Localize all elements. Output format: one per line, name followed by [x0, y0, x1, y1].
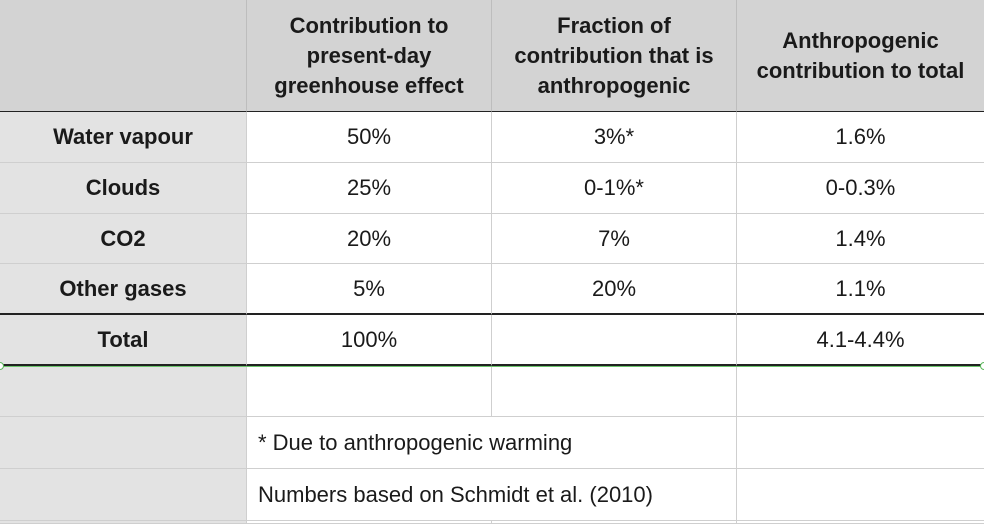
contribution-cell[interactable]: 25%	[247, 163, 492, 214]
empty-cell[interactable]	[247, 366, 492, 417]
table-row: Other gases 5% 20% 1.1%	[0, 264, 984, 315]
total-fraction-cell[interactable]	[492, 315, 737, 366]
total-anthro-cell[interactable]: 4.1-4.4%	[737, 315, 984, 366]
anthro-cell[interactable]: 0-0.3%	[737, 163, 984, 214]
row-label-cell[interactable]: Other gases	[0, 264, 247, 315]
footnote-text[interactable]: * Due to anthropogenic warming	[247, 417, 737, 469]
header-cell-corner[interactable]	[0, 0, 247, 112]
empty-cell[interactable]	[0, 366, 247, 417]
table-row: Clouds 25% 0-1%* 0-0.3%	[0, 163, 984, 214]
contribution-cell[interactable]: 50%	[247, 112, 492, 163]
source-row: Numbers based on Schmidt et al. (2010)	[0, 469, 984, 521]
empty-cell[interactable]	[737, 417, 984, 469]
selection-handle-right[interactable]	[980, 362, 984, 370]
footnote-row: * Due to anthropogenic warming	[0, 417, 984, 469]
table-row: CO2 20% 7% 1.4%	[0, 214, 984, 264]
empty-cell[interactable]	[492, 366, 737, 417]
row-label-cell[interactable]: CO2	[0, 214, 247, 264]
empty-cell[interactable]	[0, 417, 247, 469]
header-row: Contribution to present-day greenhouse e…	[0, 0, 984, 112]
contribution-cell[interactable]: 5%	[247, 264, 492, 315]
contribution-cell[interactable]: 20%	[247, 214, 492, 264]
row-label-cell[interactable]: Clouds	[0, 163, 247, 214]
total-label-cell[interactable]: Total	[0, 315, 247, 366]
anthro-cell[interactable]: 1.6%	[737, 112, 984, 163]
header-cell-contribution[interactable]: Contribution to present-day greenhouse e…	[247, 0, 492, 112]
source-text[interactable]: Numbers based on Schmidt et al. (2010)	[247, 469, 737, 521]
table-row: Water vapour 50% 3%* 1.6%	[0, 112, 984, 163]
empty-cell[interactable]	[737, 366, 984, 417]
fraction-cell[interactable]: 20%	[492, 264, 737, 315]
fraction-cell[interactable]: 7%	[492, 214, 737, 264]
total-row: Total 100% 4.1-4.4%	[0, 315, 984, 366]
anthro-cell[interactable]: 1.1%	[737, 264, 984, 315]
empty-cell[interactable]	[0, 469, 247, 521]
selection-guide-line	[0, 366, 984, 367]
row-label-cell[interactable]: Water vapour	[0, 112, 247, 163]
header-cell-anthropogenic[interactable]: Anthropogenic contribution to total	[737, 0, 984, 112]
header-cell-fraction[interactable]: Fraction of contribution that is anthrop…	[492, 0, 737, 112]
total-contribution-cell[interactable]: 100%	[247, 315, 492, 366]
fraction-cell[interactable]: 3%*	[492, 112, 737, 163]
empty-cell[interactable]	[737, 469, 984, 521]
fraction-cell[interactable]: 0-1%*	[492, 163, 737, 214]
empty-row	[0, 366, 984, 417]
anthro-cell[interactable]: 1.4%	[737, 214, 984, 264]
